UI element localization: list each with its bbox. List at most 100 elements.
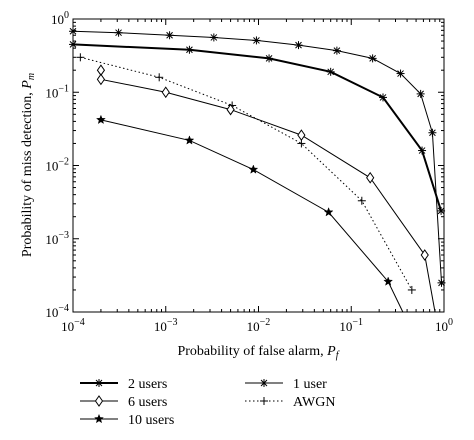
data-point-1-user-stroke xyxy=(210,34,218,41)
x-tick-label: 10−3 xyxy=(154,317,178,334)
x-tick-label-base: 10 xyxy=(61,319,74,334)
y-tick-label-exp: −4 xyxy=(58,303,69,314)
data-point-2-users-stroke xyxy=(379,94,387,101)
data-point-1-user-stroke xyxy=(295,41,302,49)
data-point-6-users xyxy=(297,129,306,141)
series-6-users xyxy=(96,64,436,313)
data-point-1-user xyxy=(209,33,218,42)
data-point-6-users xyxy=(366,171,375,184)
y-tick-label-base: 10 xyxy=(45,305,58,320)
series-line-6-users xyxy=(100,70,436,313)
legend-marker-stroke xyxy=(260,379,268,387)
data-point-2-users xyxy=(69,40,77,49)
data-point-1-user xyxy=(368,54,377,63)
data-point-2-users xyxy=(185,45,194,54)
data-point-2-users xyxy=(418,146,427,155)
legend-marker xyxy=(95,379,103,387)
data-point-10-users xyxy=(95,114,106,125)
x-tick-label: 10−1 xyxy=(339,317,363,334)
data-point-6-users xyxy=(226,103,235,116)
y-tick-label: 100 xyxy=(51,10,69,27)
x-tick-label-exp: 0 xyxy=(448,317,453,328)
y-tick-label-base: 10 xyxy=(45,85,58,100)
series-awgn xyxy=(76,53,416,294)
legend-marker xyxy=(94,413,104,424)
legend-marker xyxy=(260,397,268,405)
data-point-awgn xyxy=(76,53,85,62)
data-point-1-user-stroke xyxy=(417,90,424,98)
data-point-1-user-stroke xyxy=(115,29,122,37)
legend-label: AWGN xyxy=(293,395,335,410)
y-tick-label-exp: −1 xyxy=(58,83,69,94)
series-line-awgn xyxy=(80,56,413,291)
legend-label: 1 user xyxy=(293,377,327,392)
legend-marker xyxy=(94,395,104,407)
y-tick-label: 10−4 xyxy=(45,303,69,320)
legend-item-1-user: 1 user xyxy=(245,377,327,392)
data-point-10-users xyxy=(184,135,195,145)
data-point-1-user xyxy=(69,27,77,36)
data-point-1-user xyxy=(114,28,123,37)
data-point-awgn xyxy=(155,73,164,82)
data-point-2-users-stroke xyxy=(265,55,273,62)
data-point-1-user xyxy=(428,128,437,137)
data-point-awgn xyxy=(407,285,416,294)
x-tick-label-base: 10 xyxy=(247,319,260,334)
data-point-2-users-stroke xyxy=(327,68,335,76)
legend-label: 2 users xyxy=(128,377,167,392)
data-point-6-users xyxy=(420,249,429,261)
data-point-1-user-stroke xyxy=(253,37,260,44)
x-tick-label-exp: −2 xyxy=(260,317,271,328)
series-line-10-users xyxy=(100,119,404,313)
x-tick-label: 10−4 xyxy=(61,317,85,334)
data-point-10-users xyxy=(248,164,259,174)
data-point-1-user-stroke xyxy=(166,31,173,39)
data-point-10-users xyxy=(323,207,334,217)
x-tick-label-base: 10 xyxy=(154,319,167,334)
data-point-1-user xyxy=(437,278,446,287)
legend-label: 6 users xyxy=(128,395,167,410)
y-axis-label: Probability of miss detection, Pm xyxy=(20,73,37,257)
series-1-user xyxy=(69,27,446,287)
series-10-users xyxy=(95,114,404,313)
x-tick-label-exp: −1 xyxy=(352,317,363,328)
legend-item-6-users: 6 users xyxy=(80,395,167,410)
data-point-1-user-stroke xyxy=(333,47,341,54)
legend-label: 10 users xyxy=(128,413,174,428)
y-tick-label: 10−1 xyxy=(45,83,69,100)
data-point-2-users-stroke xyxy=(186,46,193,54)
data-point-1-user-stroke xyxy=(397,70,404,77)
data-point-2-users-stroke xyxy=(69,41,77,48)
legend-item-awgn: AWGN xyxy=(245,395,335,410)
y-tick-label-base: 10 xyxy=(51,12,64,27)
data-point-1-user xyxy=(165,31,174,40)
x-tick-label: 100 xyxy=(435,317,453,334)
x-tick-label: 10−2 xyxy=(247,317,271,334)
legend-marker xyxy=(260,379,268,387)
data-point-1-user xyxy=(332,46,341,55)
data-point-1-user-stroke xyxy=(369,55,376,62)
y-tick-label-exp: −2 xyxy=(58,157,69,168)
data-point-2-users xyxy=(379,93,388,102)
plot-area-frame xyxy=(72,18,445,313)
data-point-1-user xyxy=(294,41,303,50)
series-layer xyxy=(69,27,446,313)
legend: 2 users 6 users 10 users 1 user AWGN xyxy=(80,377,335,428)
y-tick-label-exp: −3 xyxy=(58,230,69,241)
data-point-1-user xyxy=(416,89,425,98)
series-2-users xyxy=(69,40,446,215)
data-point-2-users xyxy=(326,67,335,76)
data-point-2-users-stroke xyxy=(437,207,445,215)
x-tick-label-exp: −3 xyxy=(167,317,178,328)
y-tick-label-base: 10 xyxy=(45,232,58,247)
x-tick-label-base: 10 xyxy=(339,319,352,334)
y-tick-label-exp: 0 xyxy=(64,10,69,21)
legend-marker-stroke xyxy=(95,379,103,387)
data-point-2-users xyxy=(265,54,274,63)
data-point-1-user-stroke xyxy=(429,129,436,137)
x-tick-label-base: 10 xyxy=(435,319,448,334)
y-tick-label-base: 10 xyxy=(45,159,58,174)
data-point-awgn xyxy=(357,196,366,205)
